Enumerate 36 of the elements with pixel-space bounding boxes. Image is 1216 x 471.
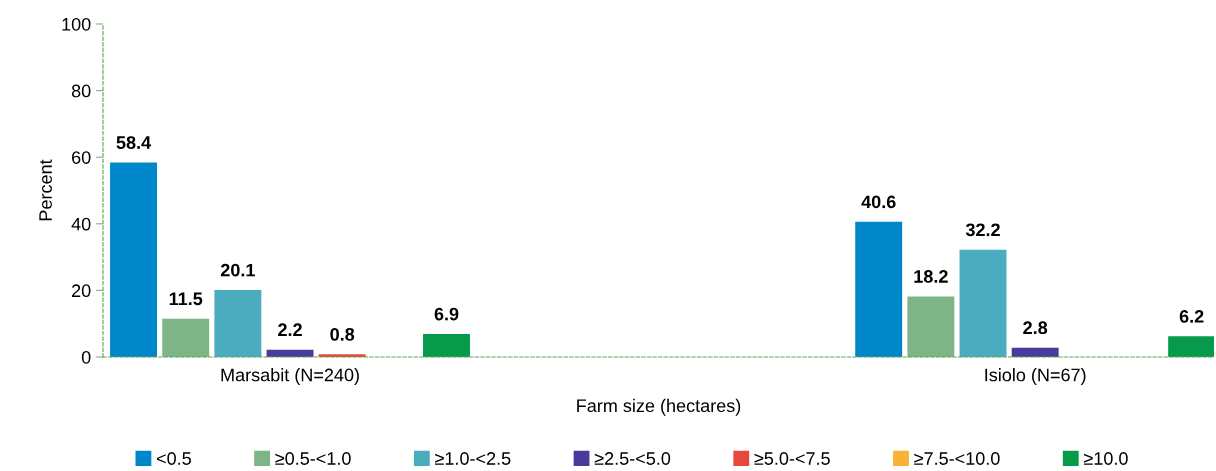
data-label: 11.5 (169, 292, 203, 306)
data-label: 40.6 (861, 195, 896, 209)
legend-label: ≥0.5-<1.0 (275, 452, 351, 465)
y-tick-label: 20 (72, 284, 91, 298)
bar (423, 334, 470, 357)
y-tick-label: 40 (71, 217, 91, 231)
legend-label: ≥10.0 (1083, 452, 1128, 465)
legend-label: ≥7.5-<10.0 (914, 452, 1000, 465)
legend-label: <0.5 (156, 452, 191, 465)
data-label: 58.4 (116, 136, 152, 149)
y-tick-label: 100 (62, 17, 91, 31)
y-axis-title: Percent (39, 159, 52, 221)
legend-label: ≥1.0-<2.5 (435, 452, 511, 465)
legend-label: ≥5.0-<7.5 (754, 452, 830, 465)
data-label: 32.2 (965, 223, 1000, 237)
bar (907, 296, 955, 357)
data-label: 2.8 (1023, 321, 1048, 335)
bar (959, 249, 1007, 357)
legend-label: ≥2.5-<5.0 (594, 452, 671, 465)
y-tick-label: 80 (71, 84, 91, 98)
y-tick-label: 60 (72, 151, 91, 164)
data-label: 6.2 (1179, 310, 1204, 323)
data-label: 6.9 (434, 307, 459, 321)
data-label: 2.2 (278, 323, 302, 336)
data-label: 20.1 (220, 263, 255, 277)
x-tick-label: Marsabit (N=240) (221, 368, 359, 385)
data-label: 0.8 (330, 327, 355, 341)
bar (214, 290, 262, 357)
bar (855, 221, 903, 357)
data-label: 18.2 (914, 270, 948, 283)
y-tick-label: 0 (81, 350, 91, 364)
x-axis-title: Farm size (hectares) (577, 398, 741, 416)
bar (162, 318, 210, 357)
x-tick-label: Isiolo (N=67) (985, 368, 1086, 385)
bar (110, 162, 158, 357)
bar (1168, 336, 1214, 357)
